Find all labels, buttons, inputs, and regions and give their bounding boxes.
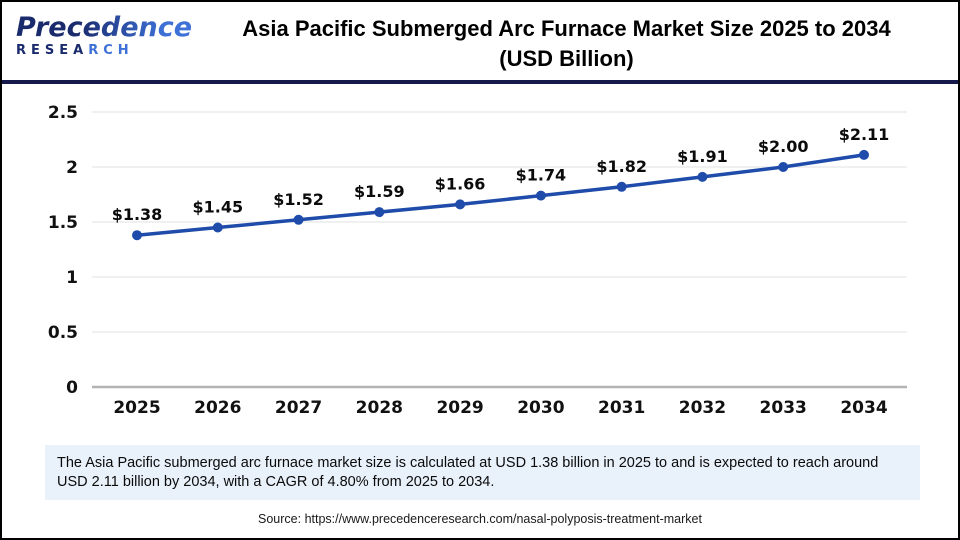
data-point xyxy=(778,162,789,172)
page-title: Asia Pacific Submerged Arc Furnace Marke… xyxy=(187,14,946,74)
y-tick-label: 0.5 xyxy=(48,323,78,343)
data-label: $1.52 xyxy=(273,190,324,209)
source-line: Source: https://www.precedenceresearch.c… xyxy=(2,512,958,526)
x-tick-label: 2034 xyxy=(840,398,887,418)
y-tick-label: 0 xyxy=(66,378,78,398)
data-label: $2.00 xyxy=(758,137,809,156)
x-tick-label: 2033 xyxy=(760,398,807,418)
data-label: $1.66 xyxy=(435,174,486,193)
x-tick-label: 2032 xyxy=(679,398,726,418)
trend-line xyxy=(135,153,866,237)
data-point xyxy=(859,149,869,160)
data-point xyxy=(697,171,708,182)
x-tick-label: 2031 xyxy=(598,398,645,418)
source-text: Source: https://www.precedenceresearch.c… xyxy=(258,512,702,526)
brand-logo: Precedence RESEARCH xyxy=(16,14,192,58)
y-tick-label: 2 xyxy=(66,158,78,178)
y-tick-label: 2.5 xyxy=(48,103,78,123)
data-point xyxy=(212,222,223,233)
summary-text: The Asia Pacific submerged arc furnace m… xyxy=(57,455,879,490)
x-tick-label: 2025 xyxy=(113,398,160,418)
page-title-line1: Asia Pacific Submerged Arc Furnace Marke… xyxy=(242,16,891,41)
x-tick-label: 2030 xyxy=(517,398,564,418)
data-point xyxy=(455,199,466,210)
x-tick-label: 2028 xyxy=(356,398,403,418)
summary-box: The Asia Pacific submerged arc furnace m… xyxy=(45,445,920,500)
data-point xyxy=(535,190,546,201)
data-label: $1.45 xyxy=(192,198,243,217)
page-title-line2: (USD Billion) xyxy=(499,46,634,71)
data-point xyxy=(293,214,304,225)
y-tick-label: 1 xyxy=(66,268,78,288)
header: Precedence RESEARCH Asia Pacific Submerg… xyxy=(2,2,958,84)
logo-subtitle: RESEARCH xyxy=(16,43,134,58)
data-label: $1.59 xyxy=(354,182,405,201)
x-tick-label: 2026 xyxy=(194,398,241,418)
data-label: $1.82 xyxy=(596,157,647,176)
data-point xyxy=(616,181,627,192)
data-label: $2.11 xyxy=(839,125,890,144)
x-tick-label: 2029 xyxy=(436,398,483,418)
data-label: $1.74 xyxy=(516,166,567,185)
line-chart: 0 0.5 1 1.5 2 2.5 2025 2026 2027 2028 2029 2030 2031… xyxy=(48,103,907,418)
logo-wordmark: Precedence xyxy=(16,12,193,43)
y-tick-label: 1.5 xyxy=(48,213,78,233)
data-label: $1.91 xyxy=(677,147,728,166)
data-point xyxy=(132,230,142,241)
x-tick-label: 2027 xyxy=(275,398,322,418)
data-point xyxy=(374,207,385,218)
data-label: $1.38 xyxy=(112,205,163,224)
